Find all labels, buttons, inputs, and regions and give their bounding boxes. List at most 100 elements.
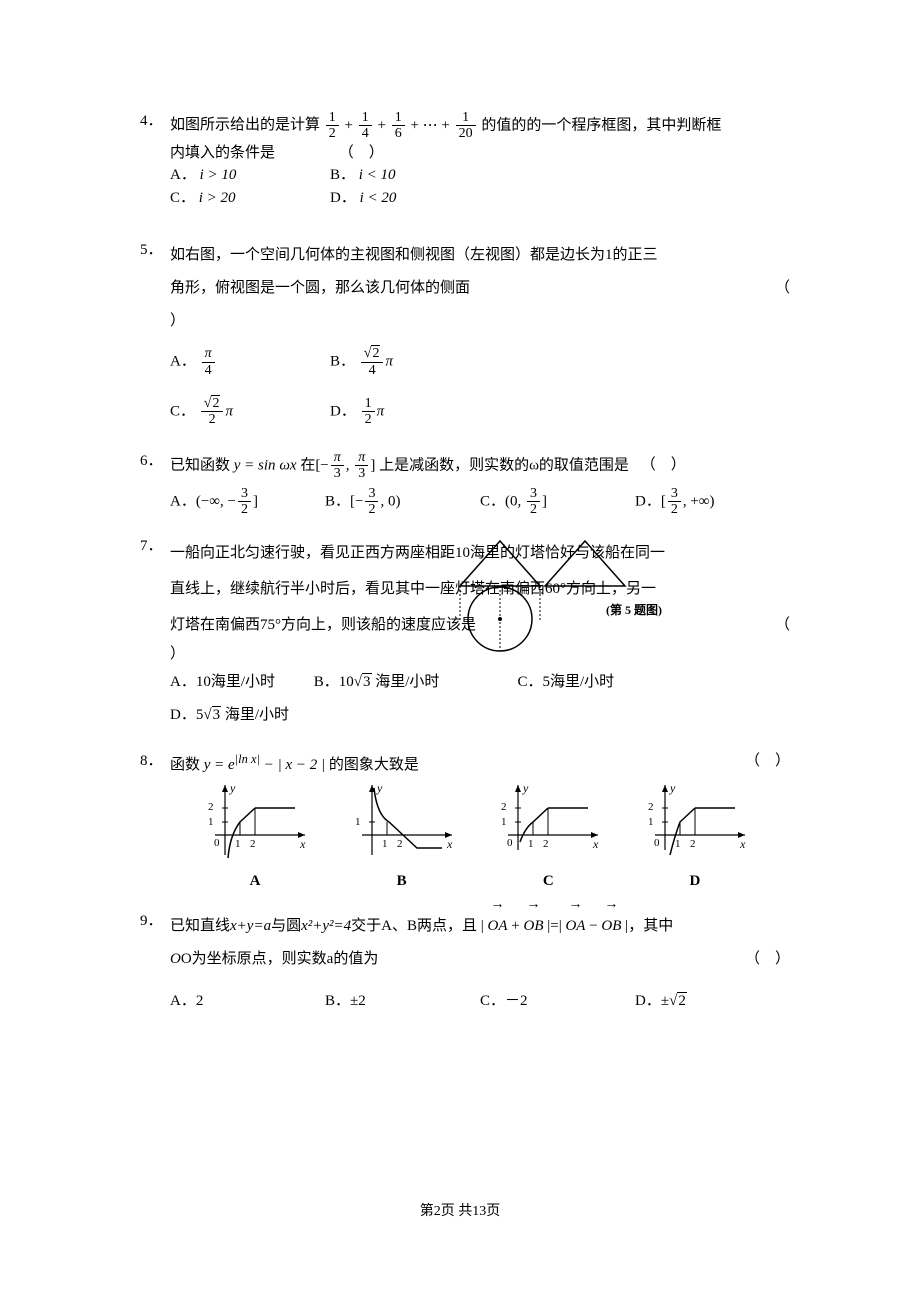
q9-vec-eq: ，其中: [628, 918, 673, 934]
svg-text:1: 1: [235, 838, 241, 850]
vector-ob-1: →OB: [523, 910, 543, 943]
q4-frac4: 120: [456, 110, 476, 142]
question-8: 8． 函数 y = e|ln x| − | x − 2 | 的图象大致是 （ ）…: [140, 750, 790, 893]
q4-option-b[interactable]: B． i < 10: [330, 164, 490, 187]
q8-number: 8．: [140, 750, 170, 773]
question-4: 4． 如图所示给出的是计算 12 + 14 + 16 + ⋯ + 120 的值的…: [140, 110, 790, 209]
q7-option-a[interactable]: A．10海里/小时: [170, 666, 310, 699]
q8-graphs: y x 2 1 0 1 2 A: [190, 780, 760, 892]
svg-text:0: 0: [654, 837, 660, 849]
svg-text:2: 2: [208, 801, 214, 813]
q6-option-c[interactable]: C．(0, 32]: [480, 486, 635, 518]
svg-text:x: x: [446, 837, 453, 851]
q9-option-c[interactable]: C．－2: [480, 990, 635, 1013]
q7-number: 7．: [140, 535, 170, 558]
svg-text:1: 1: [355, 816, 361, 828]
svg-text:y: y: [669, 781, 676, 795]
svg-text:y: y: [376, 781, 383, 795]
q4-frac2: 14: [359, 110, 372, 142]
svg-text:x: x: [739, 837, 746, 851]
question-6: 6． 已知函数 y = sin ωx 在[−π3, π3] 上是减函数，则实数的…: [140, 450, 790, 518]
svg-text:y: y: [229, 781, 236, 795]
q4-option-a[interactable]: A． i > 10: [170, 164, 330, 187]
q5-option-c[interactable]: C． 22π: [170, 396, 330, 428]
q6-func: y = sin ωx: [234, 457, 297, 473]
q9-line-eq: x+y=a: [230, 918, 271, 934]
q6-option-b[interactable]: B．[−32, 0): [325, 486, 480, 518]
q8-label-d: D: [630, 870, 760, 893]
q4-stem-before: 如图所示给出的是计算: [170, 117, 320, 133]
q5-option-b[interactable]: B． 24π: [330, 346, 490, 378]
q5-paren-close: ）: [170, 313, 185, 329]
q4-option-d[interactable]: D． i < 20: [330, 187, 490, 210]
vector-oa-2: →OA: [565, 910, 585, 943]
q9-stem-a: 已知直线: [170, 918, 230, 934]
q9-option-a[interactable]: A．2: [170, 990, 325, 1013]
svg-text:2: 2: [690, 838, 696, 850]
q9-number: 9．: [140, 910, 170, 933]
page-footer: 第2页 共13页: [0, 1201, 920, 1222]
q5-option-d[interactable]: D． 12π: [330, 396, 490, 428]
q8-label-c: C: [483, 870, 613, 893]
svg-text:0: 0: [507, 837, 513, 849]
q4-frac1: 12: [326, 110, 339, 142]
q6-interval-text: 上是减函数，则实数的ω的取值范围是: [379, 457, 629, 473]
q9-circle-eq: x²+y²=4: [301, 918, 351, 934]
svg-text:2: 2: [397, 838, 403, 850]
q4-stem-line2: 内填入的条件是: [170, 145, 275, 161]
q8-label-a: A: [190, 870, 320, 893]
q7-option-c[interactable]: C．5海里/小时: [518, 666, 658, 699]
q4-stem-after: 的值的的一个程序框图，其中判断框: [481, 117, 721, 133]
svg-text:1: 1: [648, 816, 654, 828]
q5-paren-open: （: [775, 272, 790, 305]
q9-stem-d: O为坐标原点，则实数a的值为: [181, 951, 379, 967]
svg-text:1: 1: [675, 838, 681, 850]
q8-graph-c[interactable]: y x 2 1 0 1 2 C: [483, 780, 613, 892]
q5-option-a[interactable]: A． π4: [170, 346, 330, 378]
q6-number: 6．: [140, 450, 170, 473]
q4-paren: （ ）: [339, 145, 384, 161]
q7-paren-close: ）: [170, 646, 185, 662]
q8-stem-b: 的图象大致是: [329, 757, 419, 773]
svg-text:1: 1: [528, 838, 534, 850]
svg-text:2: 2: [543, 838, 549, 850]
q6-stem-a: 已知函数: [170, 457, 230, 473]
q6-option-a[interactable]: A．(−∞, −32]: [170, 486, 325, 518]
svg-text:1: 1: [501, 816, 507, 828]
svg-text:1: 1: [208, 816, 214, 828]
q5-number: 5．: [140, 239, 170, 262]
question-9: 9． 已知直线x+y=a与圆x²+y²=4交于A、B两点，且 | →OA + →…: [140, 910, 790, 1013]
q7-paren-open: （: [775, 607, 790, 643]
q8-paren: （ ）: [745, 750, 790, 773]
q8-graph-b[interactable]: y x 1 1 2 B: [337, 780, 467, 892]
q9-stem-c: 交于A、B两点，且: [351, 918, 477, 934]
q8-graph-a[interactable]: y x 2 1 0 1 2 A: [190, 780, 320, 892]
q6-option-d[interactable]: D．[32, +∞): [635, 486, 790, 518]
svg-text:2: 2: [501, 801, 507, 813]
q8-equation: y = e|ln x| − | x − 2 |: [204, 757, 329, 773]
q8-label-b: B: [337, 870, 467, 893]
vector-ob-2: →OB: [601, 910, 621, 943]
q9-paren: （ ）: [745, 943, 790, 976]
q4-option-c[interactable]: C． i > 20: [170, 187, 330, 210]
svg-text:2: 2: [250, 838, 256, 850]
svg-text:0: 0: [214, 837, 220, 849]
q7-option-d[interactable]: D．53 海里/小时: [170, 699, 289, 732]
q4-frac3: 16: [392, 110, 405, 142]
svg-text:x: x: [592, 837, 599, 851]
q7-option-b[interactable]: B．103 海里/小时: [314, 666, 514, 699]
svg-text:2: 2: [648, 801, 654, 813]
svg-text:1: 1: [382, 838, 388, 850]
svg-text:x: x: [299, 837, 306, 851]
q4-number: 4．: [140, 110, 170, 133]
q9-stem-b: 与圆: [271, 918, 301, 934]
q8-stem-a: 函数: [170, 757, 200, 773]
q9-option-b[interactable]: B．±2: [325, 990, 480, 1013]
q9-option-d[interactable]: D．±2: [635, 990, 790, 1013]
q8-graph-d[interactable]: y x 2 1 0 1 2 D: [630, 780, 760, 892]
q5-stem-line1: 如右图，一个空间几何体的主视图和侧视图（左视图）都是边长为1的正三: [170, 239, 790, 272]
vector-oa-1: →OA: [488, 910, 508, 943]
q6-paren: （ ）: [641, 457, 686, 473]
question-5: 5． 如右图，一个空间几何体的主视图和侧视图（左视图）都是边长为1的正三 角形，…: [140, 239, 790, 428]
q5-figure-label: (第 5 题图): [606, 601, 662, 619]
